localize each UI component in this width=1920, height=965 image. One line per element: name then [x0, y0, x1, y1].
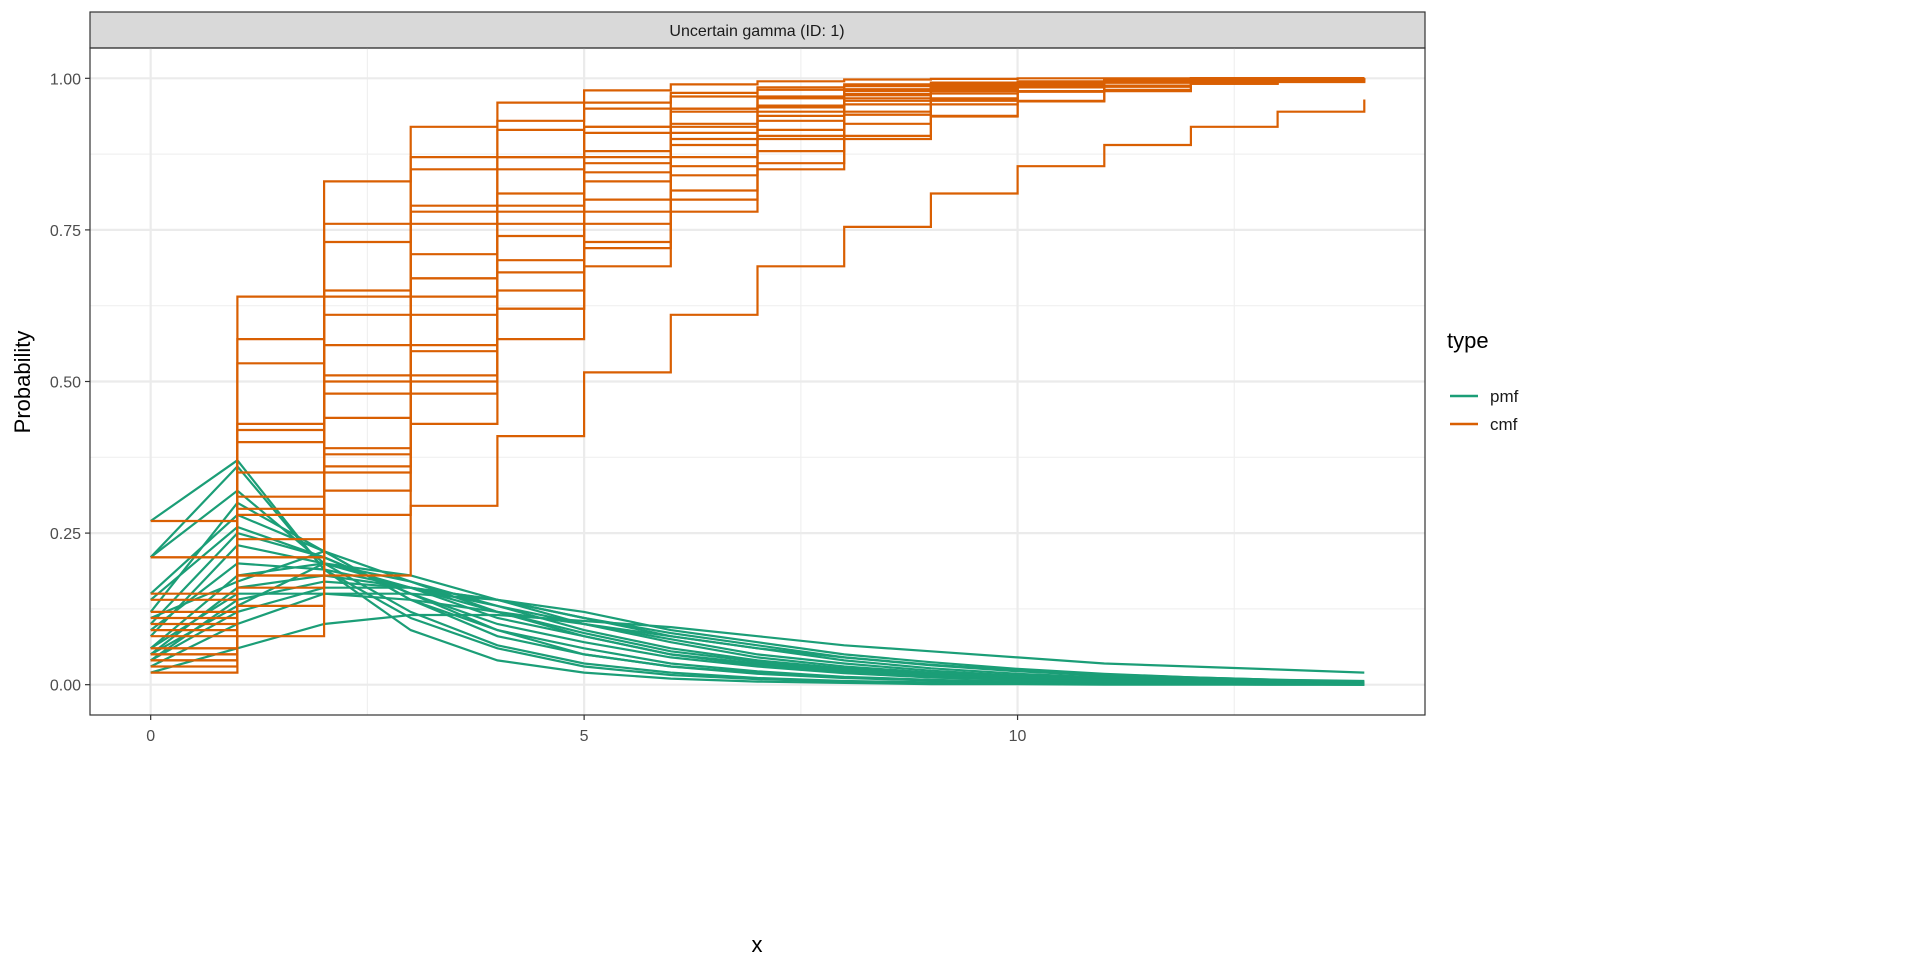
y-tick-label: 0.50 — [50, 375, 81, 392]
strip-background — [89, 11, 1426, 49]
legend-label-cmf: cmf — [1490, 415, 1518, 434]
legend-title: type — [1447, 328, 1489, 353]
cmf-step-line — [150, 80, 1366, 656]
pmf-line — [150, 613, 1365, 674]
cmf-step-line — [150, 77, 1365, 523]
pmf-line — [150, 592, 1365, 683]
x-axis-title: x — [752, 932, 763, 957]
y-tick-label: 0.25 — [50, 526, 81, 543]
y-tick-label: 0.75 — [50, 223, 81, 240]
cmf-step-line — [150, 77, 1365, 620]
strip-title: Uncertain gamma (ID: 1) — [669, 23, 844, 40]
pmf-line — [150, 458, 1365, 686]
y-tick-label: 0.00 — [50, 678, 81, 695]
plot-marks — [149, 77, 1366, 686]
pmf-line — [150, 550, 1365, 686]
pmf-line — [150, 586, 1365, 684]
x-tick-label: 0 — [146, 728, 155, 745]
x-tick-label: 10 — [1009, 728, 1027, 745]
pmf-line — [149, 513, 1365, 686]
cmf-step-line — [150, 99, 1366, 674]
pmf-line — [150, 562, 1365, 685]
cmf-step-line — [150, 77, 1366, 650]
axes: 0 5 10 0.00 0.25 0.50 0.75 1.00 — [50, 71, 1027, 745]
y-tick-label: 1.00 — [50, 71, 81, 88]
pmf-line — [150, 580, 1365, 684]
x-tick-label: 5 — [580, 728, 589, 745]
pmf-line — [150, 592, 1365, 683]
legend: type pmf cmf — [1447, 328, 1519, 434]
y-axis-title: Probability — [10, 331, 35, 434]
legend-label-pmf: pmf — [1490, 387, 1519, 406]
